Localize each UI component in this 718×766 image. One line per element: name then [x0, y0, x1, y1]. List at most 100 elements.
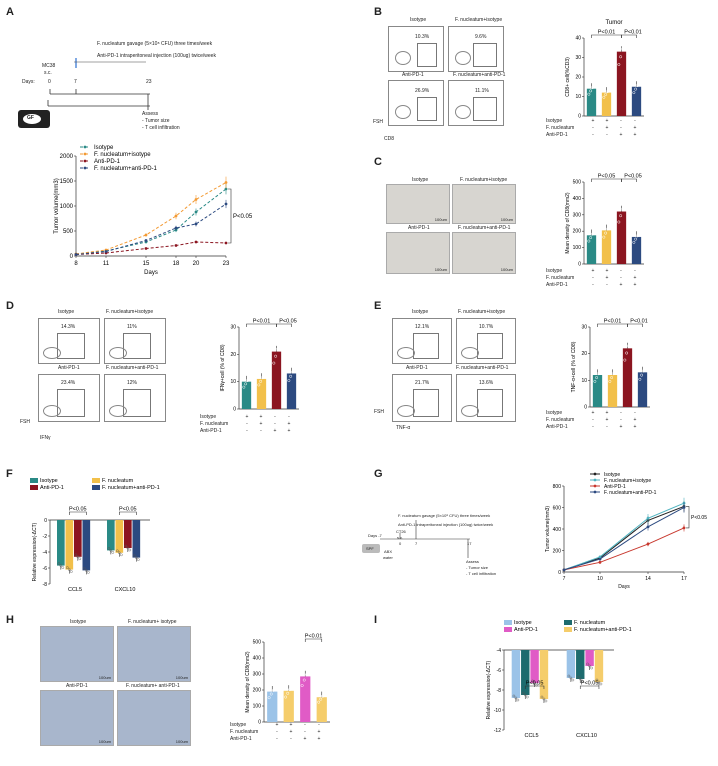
ihc-h-img-4: 100um [117, 690, 191, 746]
data-point [604, 93, 608, 96]
x-axis-label: Days [618, 584, 630, 590]
panel-label-a: A [6, 6, 14, 18]
data-point [634, 87, 638, 91]
data-point [590, 86, 594, 90]
y-tick-label: 0 [70, 254, 74, 260]
table-row-label: Anti-PD-1 [546, 282, 568, 288]
scheme-a-assess1: - Tumor size [142, 118, 170, 124]
table-cell: - [288, 414, 290, 420]
data-point [632, 240, 636, 244]
y-axis-label: Relative expression(-ΔCT) [32, 522, 38, 581]
bar [539, 650, 549, 699]
data-point [625, 351, 629, 355]
table-row-label: Anti-PD-1 [230, 736, 252, 742]
table-cell: - [592, 125, 594, 131]
legend-marker [593, 490, 597, 494]
data-point [144, 247, 148, 250]
ihc-c-img-2: 100um [452, 184, 516, 224]
chart-title: Tumor [605, 20, 622, 26]
table-cell: + [633, 282, 637, 288]
panel-label-c: C [374, 156, 382, 168]
table-cell: - [620, 118, 622, 124]
data-point [569, 676, 573, 680]
series-line [75, 203, 227, 255]
table-e: Isotype + + - - F. nucleatum - + - + Anti-PD-1- - + + [546, 410, 642, 431]
data-point [300, 684, 304, 687]
legend-swatch [564, 620, 572, 625]
data-point [224, 202, 228, 206]
flow-b-plot-4: 11.1% [448, 80, 504, 126]
data-point [292, 366, 296, 370]
table-c: Isotype + + - - F. nucleatum - + - + Anti-PD-1- - + + [546, 268, 642, 289]
data-point [592, 229, 596, 233]
table-cell: - [304, 722, 306, 728]
table-cell: - [246, 421, 248, 427]
p-value-label: P<0.05 [279, 319, 297, 325]
y-axis-label: Tumor volume(mm3) [545, 506, 551, 553]
data-point [124, 544, 128, 548]
flow-d-ylab: FSH [20, 419, 30, 425]
y-axis-label: Tumor volume(mm3) [54, 178, 60, 233]
data-point [277, 340, 281, 344]
data-point [542, 697, 546, 701]
data-point [638, 377, 642, 381]
y-tick-label: -6 [43, 566, 48, 572]
p-value-label: P<0.01 [604, 319, 622, 325]
ihc-c-g1: Isotype [412, 177, 429, 183]
y-tick-label: 10 [581, 378, 587, 384]
bar [576, 650, 585, 679]
y-tick-label: 200 [573, 229, 582, 235]
scheme-g-spf: SPF [366, 546, 374, 551]
y-tick-label: 400 [573, 196, 582, 202]
table-row-label: F. nucleatum [546, 275, 575, 281]
significance-bracket [627, 323, 643, 327]
data-point [126, 546, 130, 550]
p-value-label: P<0.05 [581, 681, 599, 687]
significance-bracket [276, 323, 292, 327]
legend-marker [83, 145, 87, 149]
data-point [640, 373, 644, 377]
legend-marker [83, 159, 87, 163]
data-point [587, 92, 591, 96]
data-point [120, 553, 123, 557]
p-value-label: P<0.05 [119, 507, 137, 513]
panel-label-f: F [6, 468, 13, 480]
bar [601, 230, 612, 264]
data-point [87, 571, 90, 574]
data-point [85, 569, 88, 572]
x-tick-label: 23 [223, 261, 230, 267]
table-cell: - [304, 729, 306, 735]
table-row: F. nucleatum - + - + [230, 729, 326, 736]
y-tick-label: -2 [43, 534, 48, 540]
ihc-c-g3: Anti-PD-1 [408, 225, 430, 231]
data-point [321, 694, 325, 698]
scheme-g-ct26: CT26 [396, 529, 406, 534]
data-point [635, 84, 639, 88]
table-row-label: Anti-PD-1 [546, 424, 568, 430]
p-value-label: P<0.01 [305, 634, 323, 640]
p-value-label: P<0.05 [526, 681, 544, 687]
table-cell: - [620, 410, 622, 416]
y-tick-label: -8 [497, 688, 502, 694]
data-point [620, 47, 624, 51]
data-point [275, 347, 279, 351]
data-point [317, 700, 321, 704]
y-tick-label: 20 [581, 351, 587, 357]
table-row: Anti-PD-1 - - + + [546, 282, 642, 289]
flow-e-plot-2: 10.7% [456, 318, 516, 364]
data-point [272, 361, 276, 365]
significance-bracket [579, 685, 600, 689]
flow-e-g1: Isotype [412, 309, 429, 315]
legend-label: F. nucleatum+anti-PD-1 [574, 627, 632, 633]
scheme-a-injection: Anti-PD-1 intraperitoneal injection (100… [97, 53, 216, 59]
data-point [607, 87, 611, 91]
data-point [576, 675, 580, 679]
data-point [599, 682, 603, 686]
y-axis-label: TNF-α+cell (% of CD8) [571, 341, 577, 392]
data-point [623, 358, 627, 362]
scheme-g-days: Days -7 [368, 533, 382, 538]
table-row-label: Isotype [230, 722, 247, 728]
scheme-a-mc38: MC38 [42, 63, 56, 69]
data-point [586, 662, 589, 666]
table-cell: + [245, 414, 249, 420]
